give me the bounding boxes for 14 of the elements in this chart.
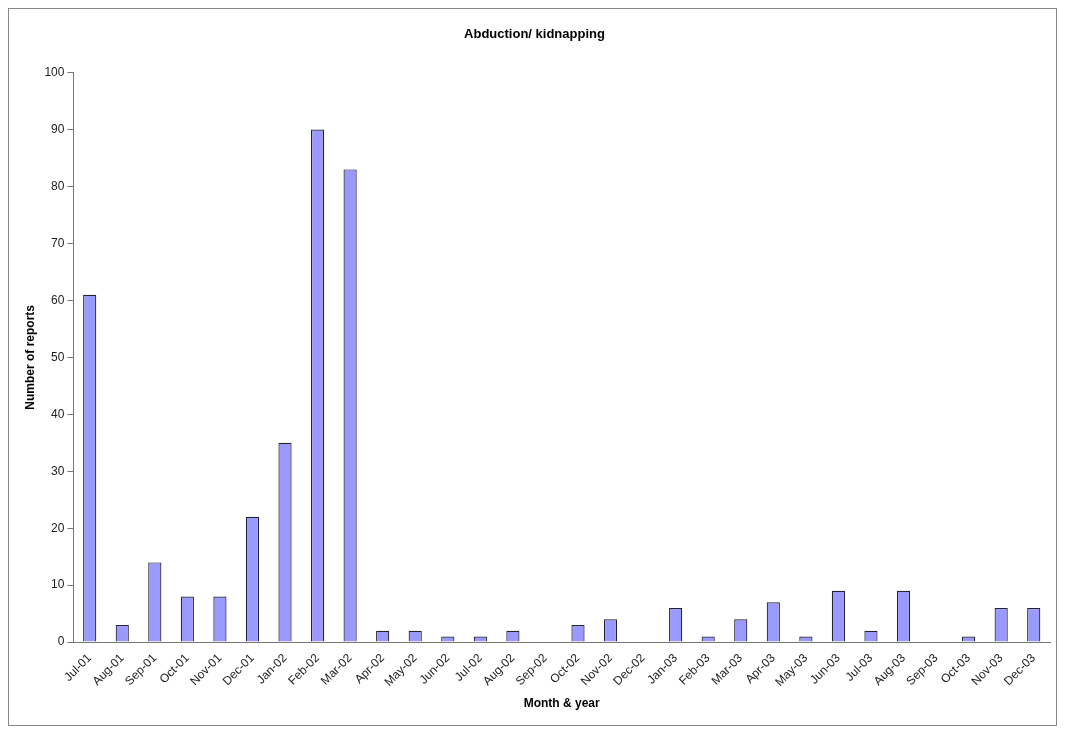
y-tick-label: 50 [51,349,65,364]
chart-title: Abduction/ kidnapping [464,26,605,42]
y-tick-label: 20 [51,520,65,535]
y-tick-label: 90 [51,121,65,136]
y-tick-label: 80 [51,178,65,193]
y-tick-label: 60 [51,292,65,307]
y-tick-label: 40 [51,406,65,421]
y-tick-label: 10 [51,577,65,592]
y-tick-label: 100 [44,64,65,79]
x-axis-title: Month & year [523,696,601,711]
y-tick-label: 0 [57,634,65,649]
y-axis-title: Number of reports [22,304,37,410]
y-tick-label: 70 [51,235,65,250]
y-tick-label: 30 [51,463,65,478]
